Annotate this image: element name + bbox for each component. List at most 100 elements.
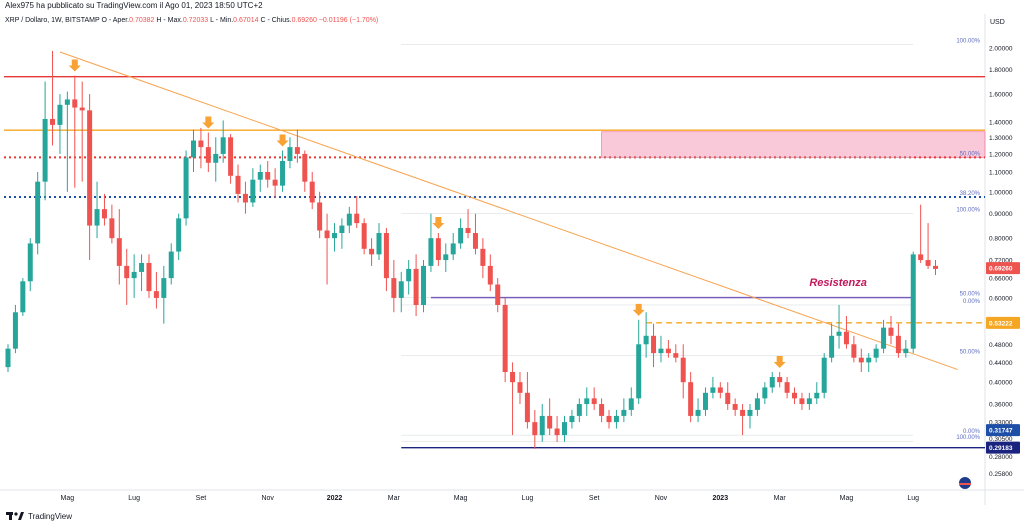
y-tick-label: 1.40000 — [989, 119, 1013, 126]
x-tick-label: Mag — [61, 495, 75, 502]
low-value: 0.67014 — [233, 17, 259, 24]
candle-body — [792, 392, 798, 399]
candle-body — [50, 118, 56, 125]
x-tick-label: Nov — [655, 495, 668, 502]
x-tick-label: 2023 — [713, 495, 729, 502]
y-tick-label: 2.00000 — [989, 45, 1013, 52]
candle-body — [613, 415, 619, 423]
x-tick-label: 2022 — [327, 495, 343, 502]
candle-body — [272, 179, 278, 186]
candle-body — [12, 312, 18, 349]
candle-body — [465, 228, 471, 234]
down-arrow-icon — [432, 217, 445, 230]
candle-body — [109, 218, 115, 239]
candle-body — [547, 415, 553, 429]
candle-body — [933, 265, 938, 269]
candle-body — [910, 254, 916, 349]
candle-body — [87, 110, 93, 226]
candle-body — [331, 233, 337, 239]
y-tick-label: 0.36000 — [989, 402, 1013, 409]
change-value: −0.01196 (−1.70%) — [318, 17, 379, 24]
brand-footer: TradingView — [6, 511, 72, 521]
candle-body — [428, 238, 434, 266]
candle-body — [139, 262, 145, 272]
candle-body — [806, 398, 812, 405]
high-value: 0.72033 — [182, 17, 209, 24]
candle-body — [866, 357, 872, 363]
x-tick-label: Lug — [128, 495, 140, 502]
candle-body — [495, 284, 501, 305]
candle-body — [242, 193, 248, 203]
candle-body — [280, 160, 286, 186]
candle-body — [294, 147, 300, 154]
candle-body — [176, 218, 182, 252]
candle-body — [94, 209, 100, 226]
candle-body — [205, 147, 211, 163]
candle-body — [317, 202, 323, 231]
candle-body — [762, 387, 768, 399]
candle-body — [257, 172, 263, 180]
x-tick-label: Lug — [907, 495, 919, 502]
candle-body — [881, 327, 887, 349]
candle-body — [480, 248, 486, 266]
candle-body — [517, 382, 523, 393]
candle-body — [228, 137, 234, 176]
price-tag-label: 0.53222 — [989, 320, 1013, 327]
candle-body — [695, 409, 701, 416]
candle-body — [821, 357, 827, 393]
candle-body — [658, 348, 664, 354]
candle-body — [740, 409, 746, 416]
candle-body — [391, 278, 397, 298]
candle-body — [621, 409, 627, 416]
candle-body — [777, 377, 783, 383]
price-tag — [986, 316, 1020, 329]
candle-body — [888, 327, 894, 336]
candle-body — [754, 398, 760, 410]
candle-body — [161, 278, 167, 298]
candle-body — [146, 262, 152, 292]
price-tag-label: 0.29183 — [989, 445, 1013, 452]
candle-body — [873, 348, 879, 358]
candle-body — [799, 398, 805, 405]
candle-body — [487, 265, 493, 285]
candle-body — [42, 118, 48, 182]
candle-body — [665, 348, 671, 354]
fib-label: 100.00% — [956, 208, 980, 214]
y-tick-label: 0.90000 — [989, 211, 1013, 218]
candle-body — [421, 265, 427, 305]
price-tag-label: 0.31747 — [989, 428, 1013, 435]
ohlc-line: XRP / Dollaro, 1W, BITSTAMP O - Aper.0.7… — [5, 17, 378, 24]
x-tick-label: Mag — [840, 495, 854, 502]
candle-body — [836, 331, 842, 336]
candle-body — [302, 153, 308, 182]
candle-body — [747, 409, 753, 416]
candle-body — [725, 392, 731, 405]
down-arrow-icon — [276, 134, 289, 147]
candle-body — [680, 357, 686, 383]
candle-body — [198, 140, 204, 148]
candle-body — [354, 213, 360, 224]
x-tick-label: Nov — [261, 495, 274, 502]
candle-body — [903, 348, 909, 354]
candle-body — [651, 335, 657, 354]
y-tick-label: 1.00000 — [989, 189, 1013, 196]
open-value: 0.70382 — [129, 17, 155, 24]
candle-body — [539, 415, 545, 436]
y-tick-label: 0.33000 — [989, 420, 1013, 427]
currency-label: USD — [990, 19, 1005, 26]
candle-body — [524, 392, 530, 423]
candle-body — [235, 175, 241, 194]
price-tag-label: 0.69260 — [989, 266, 1013, 273]
candle-body — [599, 404, 605, 416]
down-arrow-icon — [773, 356, 786, 369]
x-tick-label: Set — [196, 495, 207, 502]
candle-body — [72, 99, 78, 108]
x-tick-label: Lug — [522, 495, 534, 502]
candle-body — [829, 335, 835, 358]
descending-trendline — [59, 51, 958, 371]
candle-body — [406, 268, 412, 282]
candle-body — [628, 398, 634, 410]
candle-body — [814, 392, 820, 399]
